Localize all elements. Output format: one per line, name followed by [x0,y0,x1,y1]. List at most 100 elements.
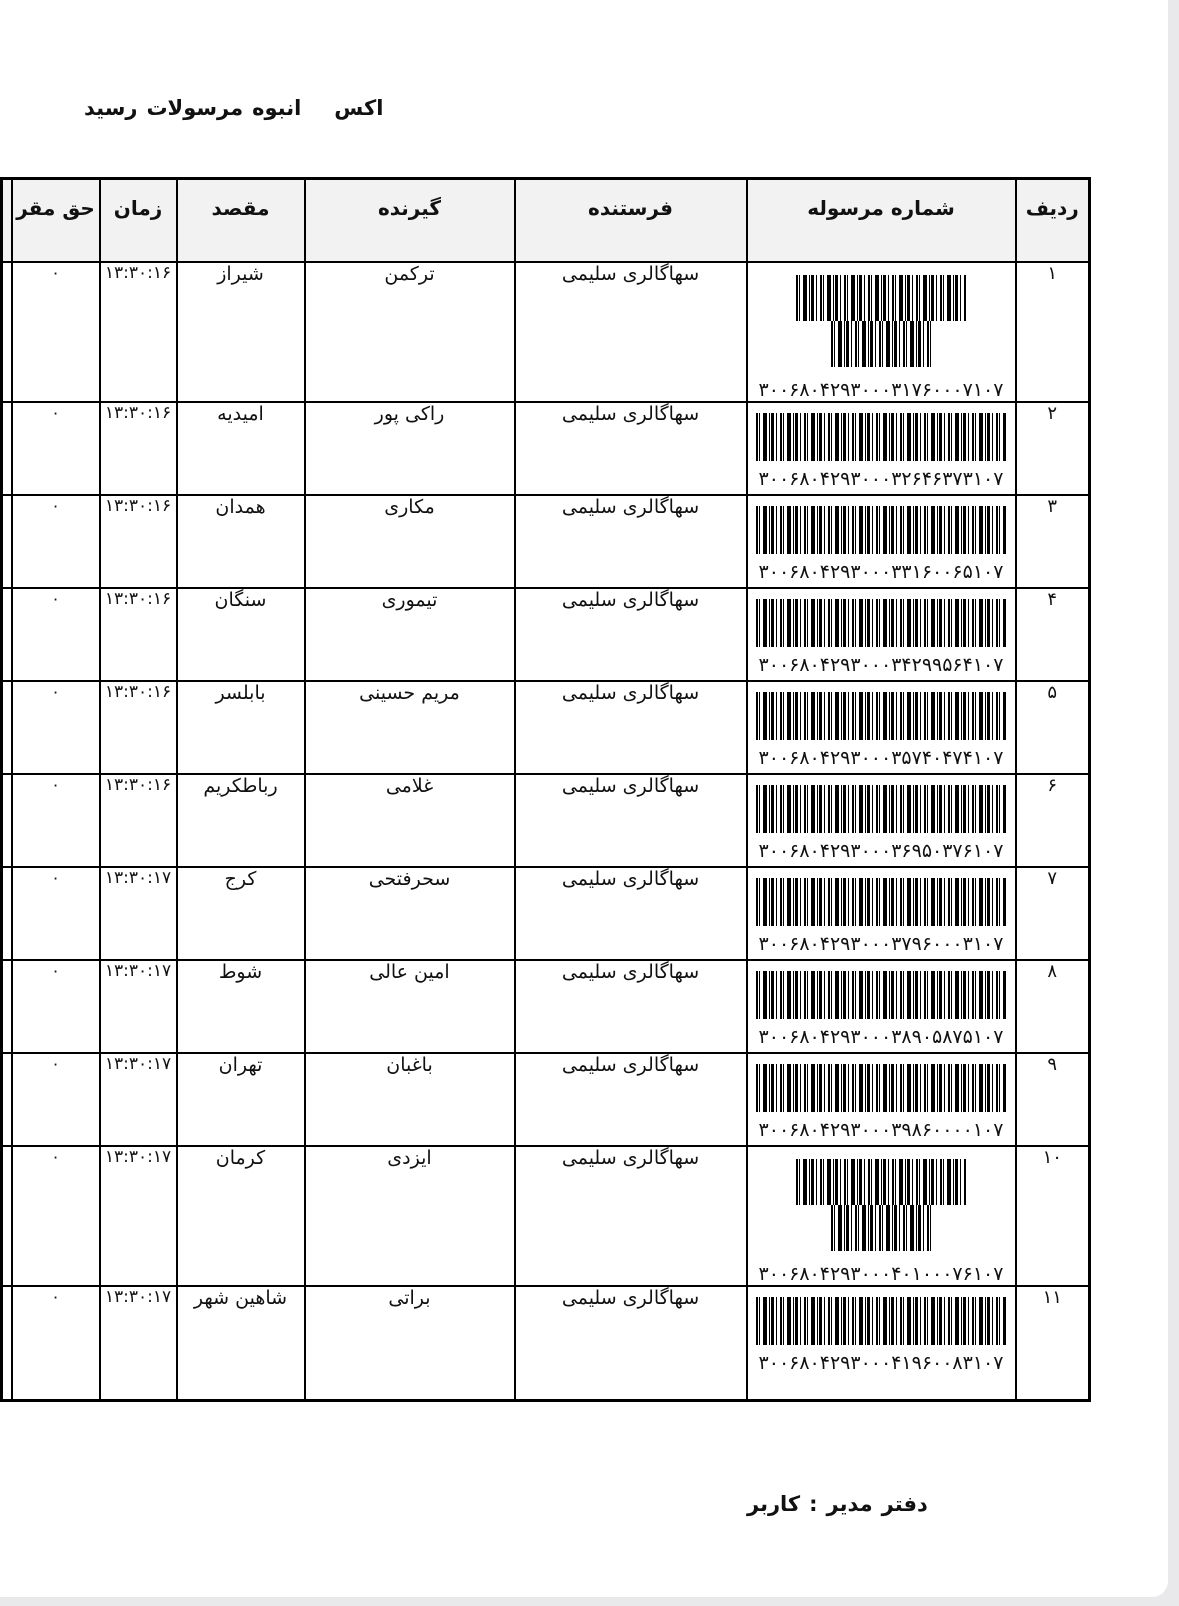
cell-row-number: ۸ [1014,958,1091,1054]
cell-barcode: ۳۰۰۶۸۰۴۲۹۳۰۰۰۳۵۷۴۰۴۷۴۱۰۷ [745,679,1017,775]
cell-barcode: ۳۰۰۶۸۰۴۲۹۳۰۰۰۳۶۹۵۰۳۷۶۱۰۷ [745,772,1017,868]
cell-row-number-value: ۶ [1047,774,1058,796]
barcode-number: ۳۰۰۶۸۰۴۲۹۳۰۰۰۳۸۹۰۵۸۷۵۱۰۷ [758,1025,1004,1048]
barcode-image [796,1158,966,1205]
title-suffix: اکس [334,96,384,120]
cell-receiver: راکی پور [303,400,516,496]
cell-fee: ۰ [10,493,101,589]
cell-time-value: ۱۳:۳۰:۱۶ [104,681,172,702]
footer-user-label: کاربر: مدیر دفتر [747,1492,928,1516]
cell-clipped [0,493,13,589]
cell-destination: همدان [175,493,306,589]
barcode-image [755,1063,1007,1112]
barcode-number: ۳۰۰۶۸۰۴۲۹۳۰۰۰۳۷۹۶۰۰۰۳۱۰۷ [758,932,1004,955]
cell-sender: سهاگالری سلیمی [513,400,748,496]
cell-row-number-value: ۸ [1047,960,1058,982]
cell-fee-value: ۰ [51,960,60,980]
cell-time-value: ۱۳:۳۰:۱۶ [104,774,172,795]
cell-sender-value: سهاگالری سلیمی [561,960,700,983]
cell-destination-value: شیراز [217,262,264,285]
cell-fee-value: ۰ [51,262,60,282]
cell-time: ۱۳:۳۰:۱۷ [98,958,178,1054]
table-row: ۰ ۱۳:۳۰:۱۷ شاهین شهر براتی سهاگالری سلیمی ۳۰۰… [0,1284,1091,1402]
cell-sender: سهاگالری سلیمی [513,260,748,403]
cell-destination-value: امیدیه [217,402,264,425]
barcode-number: ۳۰۰۶۸۰۴۲۹۳۰۰۰۴۱۹۶۰۰۸۳۱۰۷ [758,1351,1004,1374]
footer-word: مدیر [826,1492,873,1516]
cell-row-number: ۱ [1014,260,1091,403]
cell-clipped [0,1051,13,1147]
shipments-table: حق مقر زمان مقصد گیرنده فرستنده شماره مر… [0,177,1091,1402]
cell-destination: سنگان [175,586,306,682]
cell-receiver-value: مریم حسینی [359,681,460,704]
cell-receiver-value: غلامی [385,774,434,797]
cell-sender-value: سهاگالری سلیمی [561,774,700,797]
cell-destination: تهران [175,1051,306,1147]
cell-destination-value: همدان [215,495,266,518]
cell-sender-value: سهاگالری سلیمی [561,1053,700,1076]
table-row: ۰ ۱۳:۳۰:۱۶ امیدیه راکی پور سهاگالری سلیمی ۳۰۰… [0,400,1091,496]
header-barcode: شماره مرسوله [745,177,1017,263]
cell-destination-value: کرمان [215,1146,266,1169]
cell-row-number: ۷ [1014,865,1091,961]
cell-receiver-value: امین عالی [369,960,450,983]
cell-time: ۱۳:۳۰:۱۷ [98,1284,178,1402]
cell-fee-value: ۰ [51,495,60,515]
cell-row-number: ۱۱ [1014,1284,1091,1402]
cell-destination-value: کرج [224,867,257,890]
cell-receiver-value: براتی [388,1286,431,1309]
cell-destination: امیدیه [175,400,306,496]
cell-fee-value: ۰ [51,1053,60,1073]
cell-clipped [0,865,13,961]
barcode-image-wrapped [831,1204,931,1251]
cell-clipped [0,679,13,775]
cell-receiver: براتی [303,1284,516,1402]
cell-fee: ۰ [10,260,101,403]
cell-row-number-value: ۴ [1047,588,1058,610]
barcode-number: ۳۰۰۶۸۰۴۲۹۳۰۰۰۳۴۲۹۹۵۶۴۱۰۷ [758,653,1004,676]
barcode-number: ۳۰۰۶۸۰۴۲۹۳۰۰۰۳۵۷۴۰۴۷۴۱۰۷ [758,746,1004,769]
table-row: ۰ ۱۳:۳۰:۱۶ رباطکریم غلامی سهاگالری سلیمی ۳۰۰۶… [0,772,1091,868]
cell-sender-value: سهاگالری سلیمی [561,402,700,425]
cell-fee: ۰ [10,958,101,1054]
cell-sender: سهاگالری سلیمی [513,958,748,1054]
cell-row-number: ۳ [1014,493,1091,589]
page-title: رسید مرسولات انبوه اکس [84,96,383,120]
cell-sender: سهاگالری سلیمی [513,493,748,589]
cell-sender-value: سهاگالری سلیمی [561,495,700,518]
cell-row-number-value: ۱۱ [1042,1286,1062,1308]
cell-row-number-value: ۷ [1047,867,1058,889]
barcode-number: ۳۰۰۶۸۰۴۲۹۳۰۰۰۳۹۸۶۰۰۰۰۱۰۷ [758,1118,1004,1141]
cell-time: ۱۳:۳۰:۱۶ [98,493,178,589]
cell-receiver: مکاری [303,493,516,589]
cell-time-value: ۱۳:۳۰:۱۶ [104,402,172,423]
cell-sender: سهاگالری سلیمی [513,1144,748,1287]
cell-receiver-value: راکی پور [374,402,445,425]
cell-destination-value: شاهین شهر [193,1286,288,1309]
cell-destination: رباطکریم [175,772,306,868]
barcode-image [755,691,1007,740]
cell-destination: بابلسر [175,679,306,775]
header-clipped-column [0,177,13,263]
barcode-image [755,598,1007,647]
cell-fee: ۰ [10,1144,101,1287]
cell-barcode: ۳۰۰۶۸۰۴۲۹۳۰۰۰۴۱۹۶۰۰۸۳۱۰۷ [745,1284,1017,1402]
cell-row-number-value: ۵ [1047,681,1058,703]
barcode-image [755,784,1007,833]
cell-clipped [0,958,13,1054]
barcode-number: ۳۰۰۶۸۰۴۲۹۳۰۰۰۴۰۱۰۰۰۷۶۱۰۷ [758,1262,1004,1285]
shipments-table-wrap: حق مقر زمان مقصد گیرنده فرستنده شماره مر… [0,177,1091,1402]
cell-fee: ۰ [10,586,101,682]
cell-receiver: غلامی [303,772,516,868]
cell-destination: کرج [175,865,306,961]
barcode-image [755,412,1007,461]
cell-fee-value: ۰ [51,867,60,887]
cell-barcode: ۳۰۰۶۸۰۴۲۹۳۰۰۰۳۸۹۰۵۸۷۵۱۰۷ [745,958,1017,1054]
cell-destination: شوط [175,958,306,1054]
header-destination: مقصد [175,177,306,263]
cell-row-number-value: ۱ [1047,262,1058,284]
cell-row-number: ۲ [1014,400,1091,496]
cell-clipped [0,1284,13,1402]
